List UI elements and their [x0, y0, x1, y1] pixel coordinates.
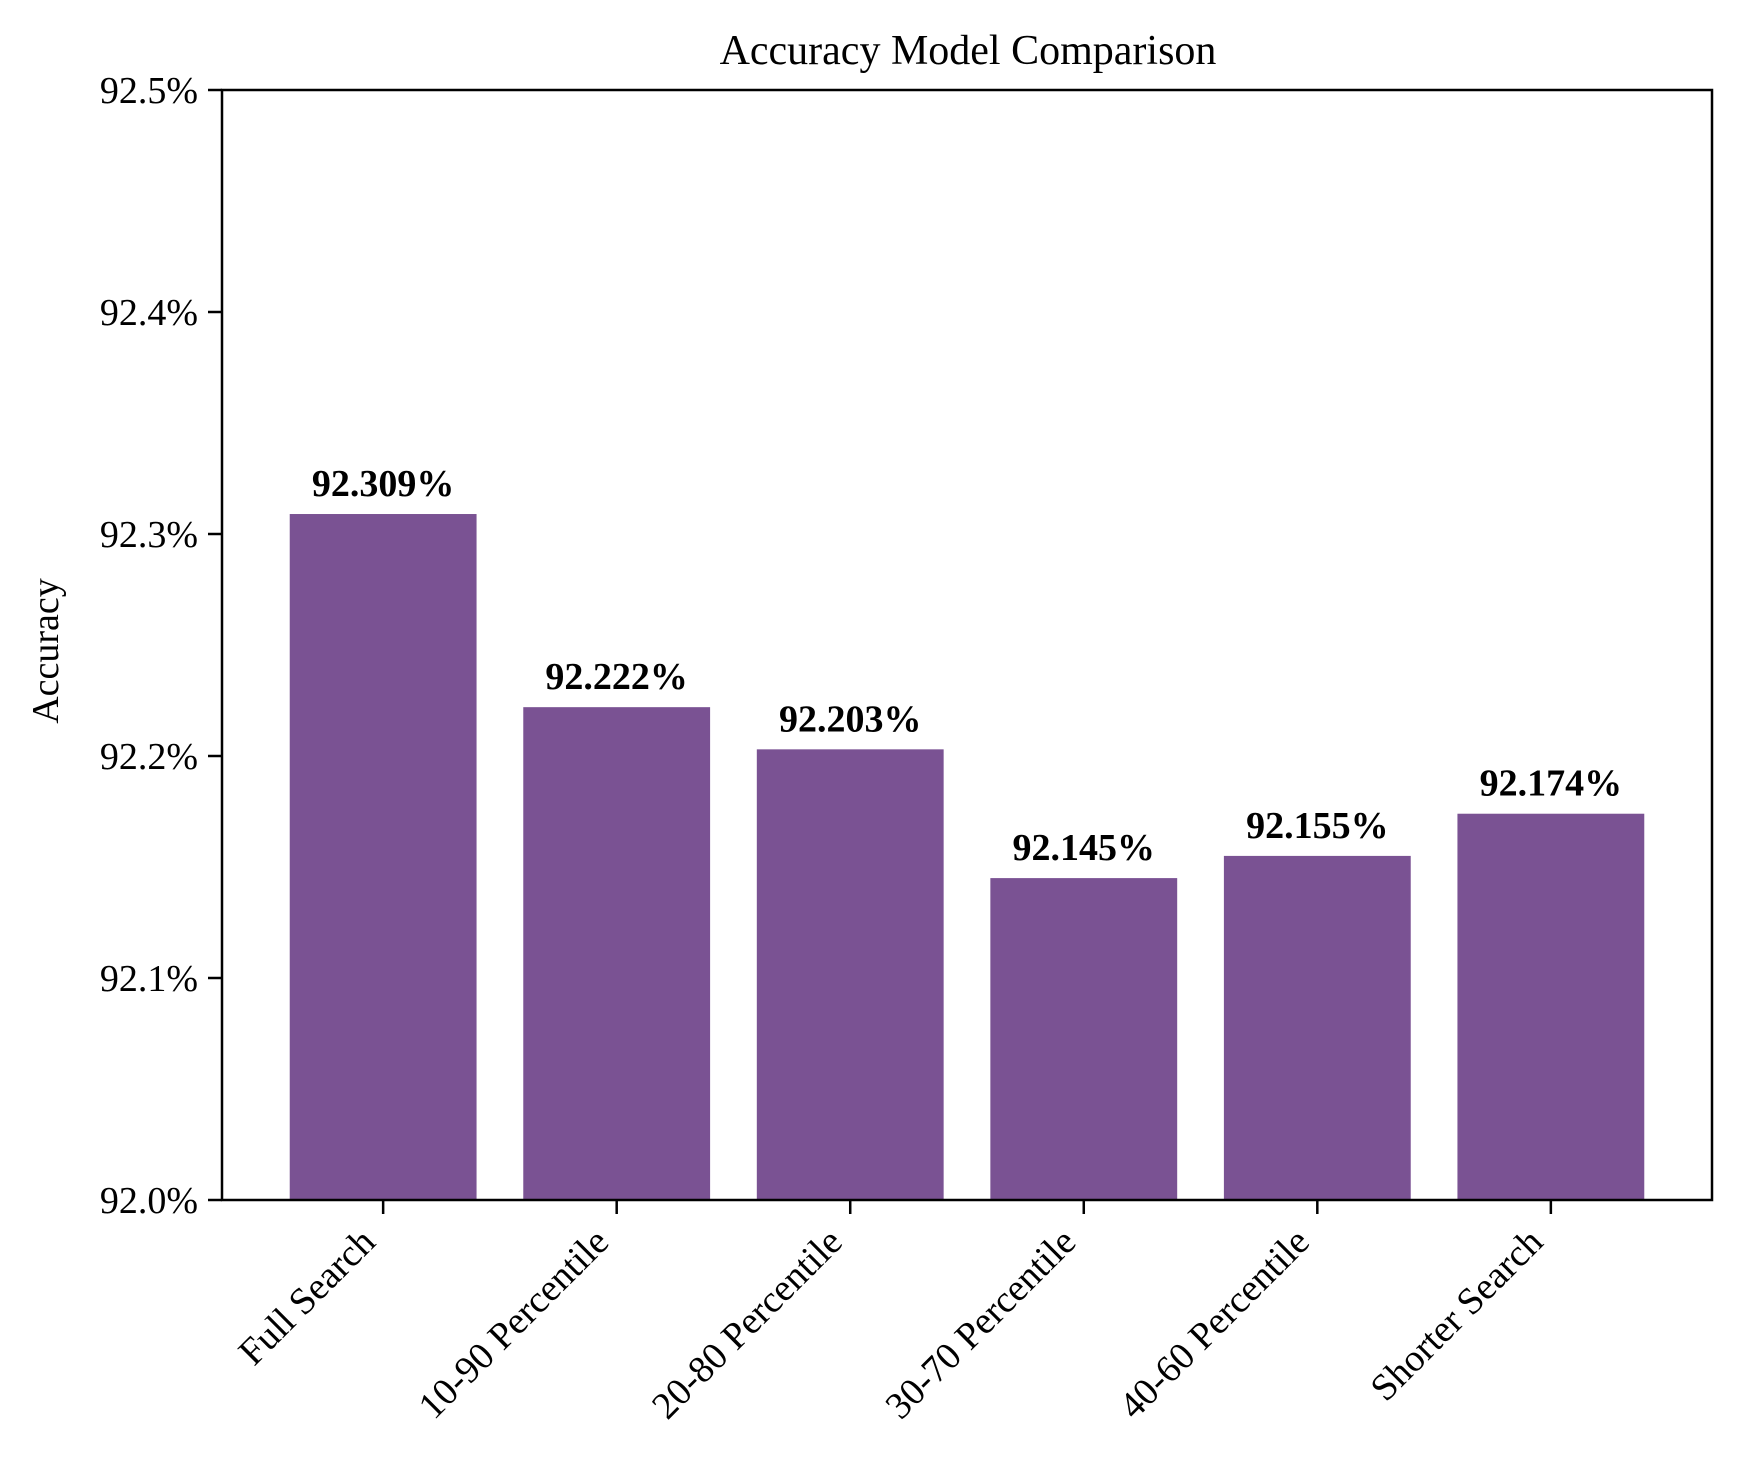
data-label-5: 92.174% — [1480, 763, 1623, 805]
y-tick-label-1: 92.1% — [100, 958, 198, 1000]
data-label-3: 92.145% — [1013, 827, 1156, 869]
data-label-0: 92.309% — [312, 463, 455, 505]
bar-2 — [756, 749, 944, 1200]
y-axis-label: Accuracy — [25, 578, 67, 724]
bar-5 — [1457, 813, 1645, 1200]
y-tick-label-0: 92.0% — [100, 1180, 198, 1222]
y-axis: 92.0% 92.1% 92.2% 92.3% 92.4% 92.5% — [100, 70, 222, 1222]
plot-frame — [220, 88, 1714, 1202]
x-tick-label-0: Full Search — [231, 1221, 384, 1374]
x-tick-label-1: 10-90 Percentile — [411, 1221, 618, 1428]
data-labels-group: 92.309% 92.222% 92.203% 92.145% 92.155% 92.17… — [312, 463, 1622, 869]
x-tick-label-2: 20-80 Percentile — [644, 1221, 851, 1428]
y-tick-label-2: 92.2% — [100, 736, 198, 778]
data-label-4: 92.155% — [1246, 805, 1389, 847]
bar-4 — [1223, 855, 1411, 1200]
bar-1 — [523, 707, 711, 1200]
x-tick-label-3: 30-70 Percentile — [878, 1221, 1085, 1428]
y-tick-label-4: 92.4% — [100, 292, 198, 334]
y-tick-label-5: 92.5% — [100, 70, 198, 112]
data-label-2: 92.203% — [779, 698, 922, 740]
x-tick-label-4: 40-60 Percentile — [1111, 1221, 1318, 1428]
data-label-1: 92.222% — [545, 656, 688, 698]
bars-group — [289, 514, 1645, 1200]
chart-title: Accuracy Model Comparison — [720, 28, 1217, 74]
bar-3 — [990, 878, 1178, 1200]
bar-0 — [289, 514, 477, 1200]
x-axis: Full Search 10-90 Percentile 20-80 Percent… — [231, 1200, 1553, 1428]
y-tick-label-3: 92.3% — [100, 514, 198, 556]
x-tick-label-5: Shorter Search — [1363, 1221, 1552, 1410]
